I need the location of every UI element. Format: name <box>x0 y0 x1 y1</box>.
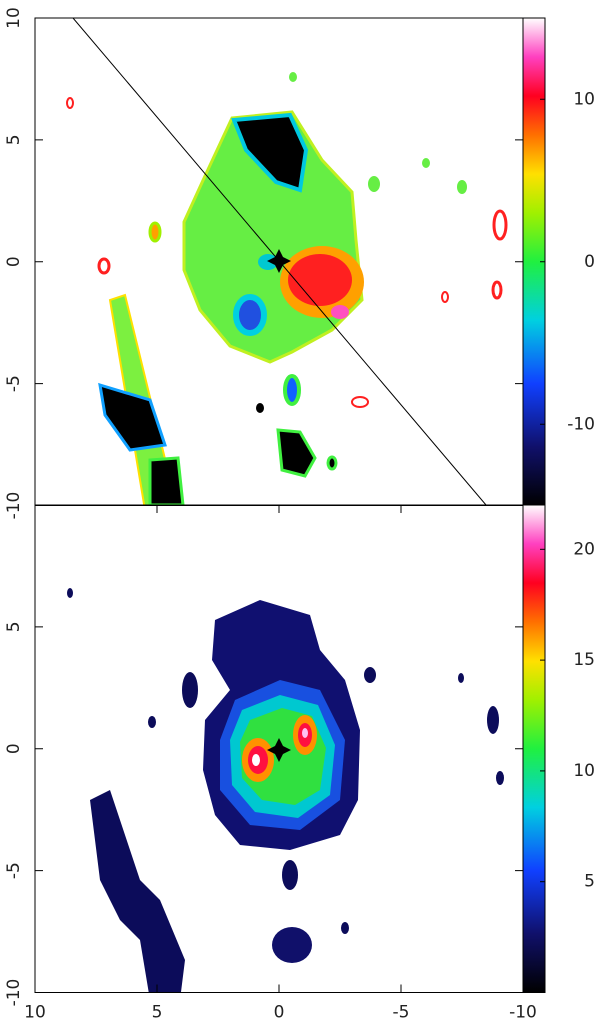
colorbar-tick-label: 10 <box>573 89 595 109</box>
colorbar-tick-label: -10 <box>567 414 595 434</box>
colorbar-tick-label: 10 <box>573 761 595 781</box>
colorbar-tick-label: 0 <box>584 252 595 272</box>
colorbar <box>522 504 546 993</box>
x-tick-label: 10 <box>24 1003 46 1023</box>
colorbar-tick-label: 5 <box>584 872 595 892</box>
y-tick-label: 5 <box>4 134 24 145</box>
y-tick-label: 0 <box>4 743 24 754</box>
x-tick-label: -10 <box>509 1003 537 1023</box>
x-tick-label: 5 <box>152 1003 163 1023</box>
y-tick-label: -5 <box>4 862 24 879</box>
y-tick-label: 10 <box>4 7 24 29</box>
colorbar-tick-label: 20 <box>573 539 595 559</box>
y-tick-label: -5 <box>4 375 24 392</box>
colorbar-tick-label: 15 <box>573 650 595 670</box>
y-tick-label: -10 <box>4 979 24 1007</box>
x-tick-label: -5 <box>393 1003 410 1023</box>
y-tick-label: 0 <box>4 256 24 267</box>
velocity-map <box>66 18 508 505</box>
intensity-map <box>67 588 504 993</box>
y-tick-label: -10 <box>4 492 24 520</box>
y-tick-label: 5 <box>4 621 24 632</box>
x-tick-label: 0 <box>274 1003 285 1023</box>
